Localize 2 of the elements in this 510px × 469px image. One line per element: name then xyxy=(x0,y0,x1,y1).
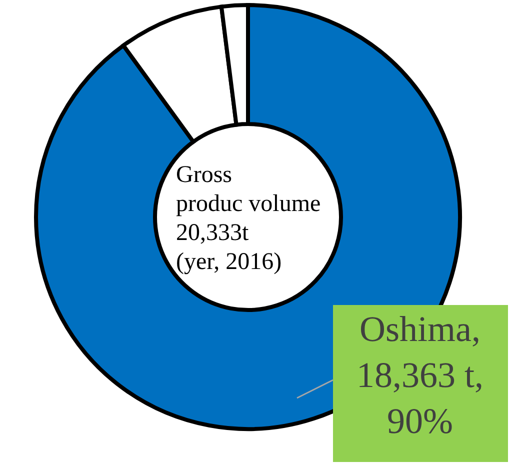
text: Gross produc volume 20,333t (yer, 2016) xyxy=(176,162,321,275)
slice-label: Oshima, 18,363 t, 90% xyxy=(356,309,484,441)
